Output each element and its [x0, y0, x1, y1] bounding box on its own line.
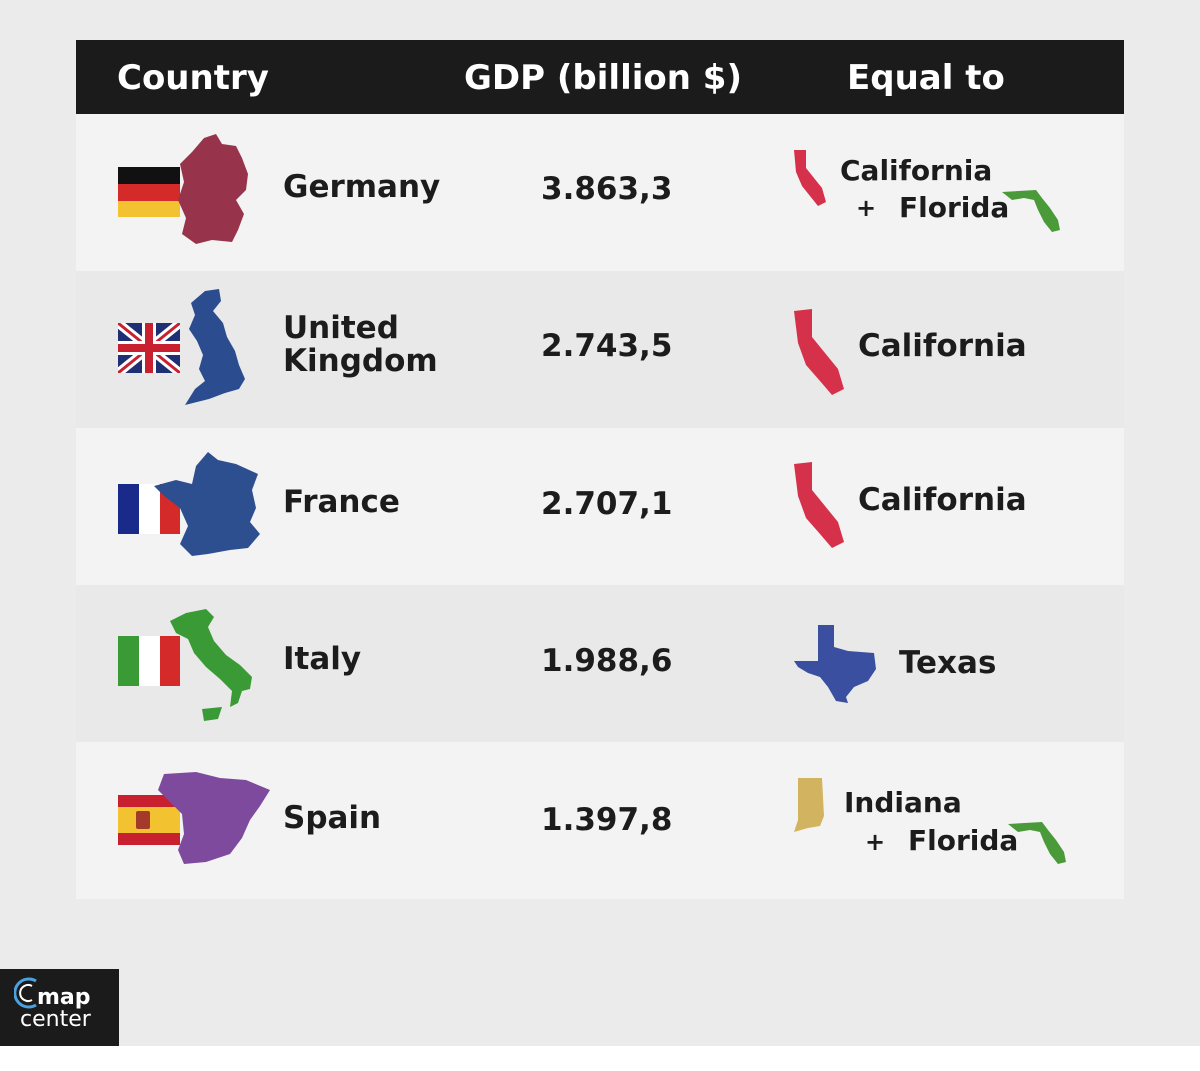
- equal-state-1: California: [858, 328, 1027, 364]
- logo-swirl-icon: [14, 977, 37, 1009]
- header-gdp: GDP (billion $): [464, 58, 742, 98]
- spain-flag-icon: [118, 795, 180, 845]
- france-flag-icon: [118, 484, 180, 534]
- equal-state-1: Texas: [899, 645, 997, 681]
- equal-state-1: California: [858, 482, 1027, 518]
- page-bottom-strip: [0, 1046, 1200, 1071]
- country-name: Germany: [283, 169, 441, 205]
- country-name-line-1: United: [283, 310, 399, 346]
- gdp-value: 1.988,6: [541, 643, 673, 679]
- equal-state-1: California: [840, 154, 993, 187]
- table-header: Country GDP (billion $) Equal to: [76, 40, 1124, 114]
- map-center-logo: map center: [0, 969, 119, 1047]
- germany-map-icon: [178, 134, 248, 244]
- header-country: Country: [117, 58, 269, 98]
- texas-map-icon: [794, 625, 876, 703]
- germany-flag-icon: [118, 167, 180, 217]
- logo-text-line-1: map: [37, 985, 91, 1010]
- table-row-italy: Italy 1.988,6 Texas: [76, 585, 1124, 742]
- uk-flag-icon: [115, 319, 183, 377]
- gdp-comparison-table: Country GDP (billion $) Equal to Germany…: [76, 40, 1124, 899]
- table-row-france: France 2.707,1 California: [76, 428, 1124, 585]
- france-map-icon: [154, 452, 260, 556]
- california-map-icon: [794, 150, 826, 206]
- italy-flag-icon: [118, 636, 180, 686]
- italy-map-icon: [170, 609, 252, 721]
- equal-state-1: Indiana: [844, 786, 962, 819]
- indiana-map-icon: [794, 778, 824, 832]
- equal-state-2: Florida: [899, 191, 1010, 224]
- spain-map-icon: [158, 772, 270, 864]
- florida-map-icon: [1008, 822, 1066, 864]
- california-map-icon: [794, 462, 844, 548]
- country-name: United Kingdom: [283, 312, 483, 378]
- uk-map-icon: [185, 289, 245, 405]
- table-row-germany: Germany 3.863,3 California + Florida: [76, 114, 1124, 271]
- logo-text-line-2: center: [20, 1007, 91, 1032]
- gdp-value: 3.863,3: [541, 171, 673, 207]
- country-name-line-2: Kingdom: [283, 343, 438, 379]
- plus-sign: +: [856, 194, 877, 222]
- table-row-spain: Spain 1.397,8 Indiana + Florida: [76, 742, 1124, 899]
- country-name: Spain: [283, 800, 382, 836]
- table-row-united-kingdom: United Kingdom 2.743,5 California: [76, 271, 1124, 428]
- header-equal-to: Equal to: [847, 58, 1005, 98]
- florida-map-icon: [1002, 190, 1060, 232]
- california-map-icon: [794, 309, 844, 395]
- plus-sign: +: [865, 828, 886, 856]
- gdp-value: 1.397,8: [541, 802, 673, 838]
- gdp-value: 2.707,1: [541, 486, 673, 522]
- gdp-value: 2.743,5: [541, 328, 673, 364]
- country-name: France: [283, 484, 400, 520]
- equal-state-2: Florida: [908, 824, 1019, 857]
- country-name: Italy: [283, 641, 362, 677]
